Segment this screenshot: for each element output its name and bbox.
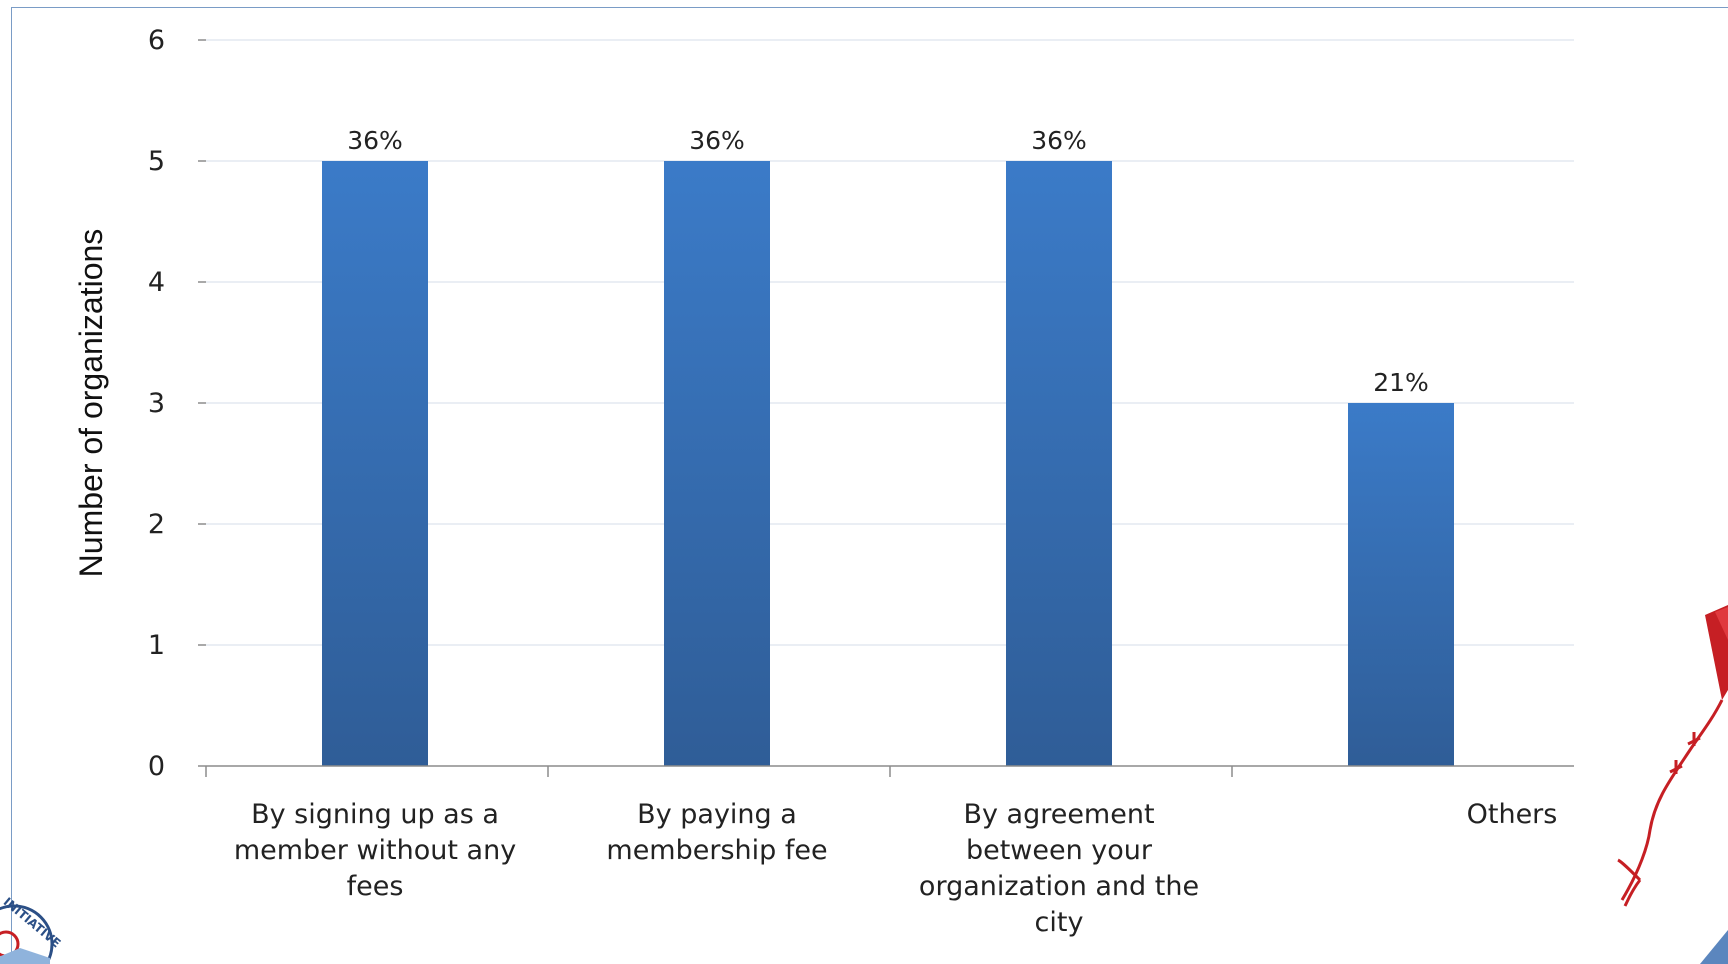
data-label: 36%	[347, 126, 403, 155]
y-tick-labels: 0 1 2 3 4 5 6	[148, 25, 165, 782]
bar	[1006, 161, 1112, 766]
bar	[664, 161, 770, 766]
y-tick-label: 5	[148, 146, 165, 177]
y-tick-label: 0	[148, 751, 165, 782]
y-tick-label: 2	[148, 509, 165, 540]
x-tick-label: By paying a membership fee	[606, 799, 827, 866]
axes	[205, 765, 1574, 777]
gridlines	[198, 39, 1574, 767]
initiative-logo: INITIATIVE	[0, 895, 63, 964]
y-tick-label: 1	[148, 630, 165, 661]
data-labels: 36% 36% 36% 21%	[347, 126, 1429, 397]
y-tick-label: 3	[148, 388, 165, 419]
data-label: 36%	[689, 126, 745, 155]
x-tick-labels: By signing up as a member without any fees…	[234, 799, 1558, 938]
data-label: 36%	[1031, 126, 1087, 155]
logo-text: INITIATIVE	[1, 895, 64, 951]
x-tick-label: By signing up as a member without any fees	[234, 799, 516, 902]
data-label: 21%	[1373, 368, 1429, 397]
y-axis-label: Number of organizations	[73, 229, 109, 578]
y-tick-label: 4	[148, 267, 165, 298]
y-tick-label: 6	[148, 25, 165, 56]
x-tick-label: Others	[1467, 799, 1558, 830]
kite-icon	[1617, 605, 1728, 907]
x-tick-label: By agreement between your organization and…	[919, 799, 1199, 938]
bar	[322, 161, 428, 766]
bar	[1348, 403, 1454, 766]
bars	[322, 161, 1454, 766]
slide-frame	[11, 7, 1728, 964]
corner-triangle	[1700, 930, 1728, 964]
